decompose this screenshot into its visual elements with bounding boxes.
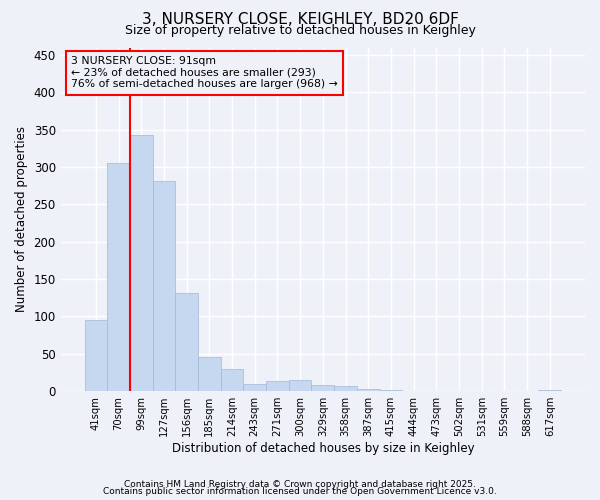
Bar bbox=[266, 382, 289, 391]
Bar bbox=[380, 390, 402, 391]
Text: 3 NURSERY CLOSE: 91sqm
← 23% of detached houses are smaller (293)
76% of semi-de: 3 NURSERY CLOSE: 91sqm ← 23% of detached… bbox=[71, 56, 338, 90]
Bar bbox=[311, 385, 334, 391]
Bar bbox=[130, 135, 152, 391]
X-axis label: Distribution of detached houses by size in Keighley: Distribution of detached houses by size … bbox=[172, 442, 474, 455]
Bar bbox=[85, 320, 107, 391]
Bar bbox=[221, 369, 244, 391]
Text: Contains public sector information licensed under the Open Government Licence v3: Contains public sector information licen… bbox=[103, 488, 497, 496]
Bar bbox=[175, 292, 198, 391]
Y-axis label: Number of detached properties: Number of detached properties bbox=[15, 126, 28, 312]
Bar bbox=[244, 384, 266, 391]
Bar bbox=[334, 386, 357, 391]
Bar bbox=[107, 164, 130, 391]
Bar bbox=[152, 180, 175, 391]
Text: 3, NURSERY CLOSE, KEIGHLEY, BD20 6DF: 3, NURSERY CLOSE, KEIGHLEY, BD20 6DF bbox=[142, 12, 458, 28]
Bar bbox=[357, 389, 380, 391]
Text: Size of property relative to detached houses in Keighley: Size of property relative to detached ho… bbox=[125, 24, 475, 37]
Bar bbox=[198, 357, 221, 391]
Bar bbox=[538, 390, 561, 391]
Bar bbox=[289, 380, 311, 391]
Text: Contains HM Land Registry data © Crown copyright and database right 2025.: Contains HM Land Registry data © Crown c… bbox=[124, 480, 476, 489]
